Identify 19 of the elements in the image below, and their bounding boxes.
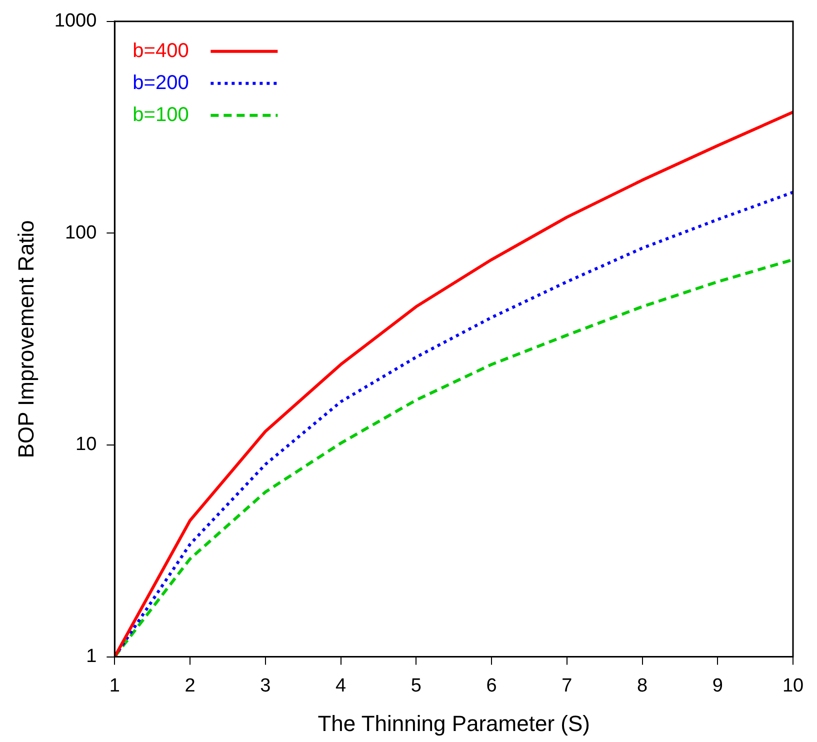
- y-tick-label: 1000: [54, 10, 97, 32]
- x-tick-label: 4: [335, 675, 346, 696]
- x-tick-label: 7: [562, 675, 572, 696]
- y-axis-title: BOP Improvement Ratio: [13, 220, 38, 458]
- x-tick-label: 5: [410, 675, 422, 696]
- y-tick-label: 1: [86, 646, 97, 668]
- legend-label: b=400: [132, 40, 189, 62]
- x-tick-label: 9: [712, 675, 723, 696]
- x-tick-label: 10: [782, 675, 804, 696]
- legend-label: b=100: [132, 104, 189, 126]
- x-tick-label: 8: [636, 675, 648, 696]
- y-tick-label: 100: [64, 222, 97, 244]
- x-tick-label: 3: [260, 675, 271, 696]
- x-tick-label: 6: [486, 675, 497, 696]
- x-tick-label: 2: [184, 675, 196, 696]
- y-tick-label: 10: [76, 434, 97, 456]
- x-axis-title: The Thinning Parameter (S): [318, 710, 590, 736]
- x-tick-label: 1: [109, 675, 120, 696]
- legend-label: b=200: [132, 72, 189, 94]
